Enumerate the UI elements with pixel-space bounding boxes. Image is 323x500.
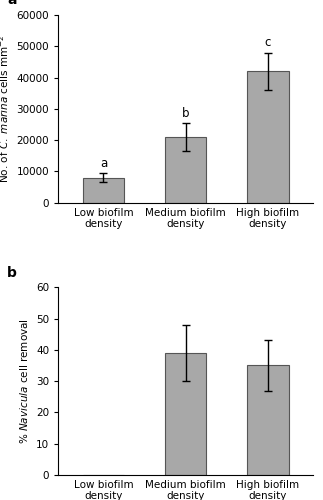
Bar <box>165 137 206 203</box>
Text: a: a <box>7 0 16 8</box>
Text: c: c <box>265 36 271 49</box>
Text: b: b <box>7 266 17 280</box>
Bar <box>165 353 206 475</box>
Text: a: a <box>100 156 107 170</box>
Text: b: b <box>182 106 190 120</box>
Y-axis label: % $\it{Navicula}$ cell removal: % $\it{Navicula}$ cell removal <box>18 318 30 444</box>
Y-axis label: No. of $\it{C.\ marina}$ cells mm$^{-2}$: No. of $\it{C.\ marina}$ cells mm$^{-2}$ <box>0 34 11 183</box>
Bar <box>83 178 124 203</box>
Bar <box>247 366 289 475</box>
Bar <box>247 72 289 203</box>
